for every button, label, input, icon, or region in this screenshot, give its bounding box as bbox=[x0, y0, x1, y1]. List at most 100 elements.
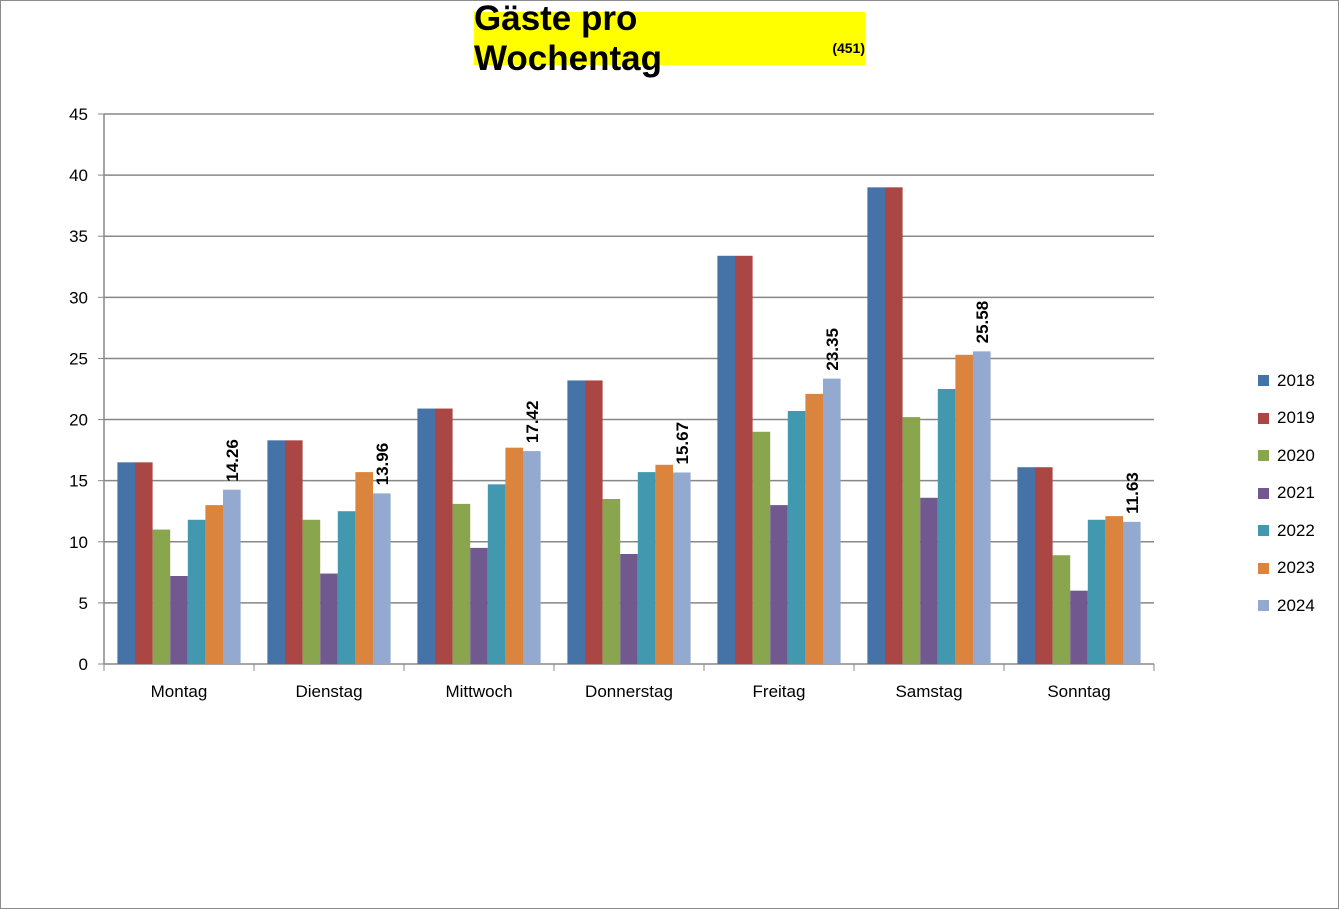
x-tick-label: Samstag bbox=[895, 682, 962, 701]
legend-label: 2020 bbox=[1277, 445, 1315, 465]
bar-2021 bbox=[170, 576, 188, 664]
legend-label: 2022 bbox=[1277, 520, 1315, 540]
bar-2019 bbox=[135, 462, 153, 664]
legend-swatch bbox=[1258, 525, 1269, 537]
legend-swatch bbox=[1258, 562, 1269, 574]
data-label: 13.96 bbox=[373, 443, 392, 486]
legend-label: 2019 bbox=[1277, 408, 1315, 428]
bar-2024 bbox=[373, 493, 391, 664]
y-tick-label: 15 bbox=[69, 472, 88, 491]
x-tick-label: Montag bbox=[151, 682, 208, 701]
bar-2019 bbox=[285, 440, 303, 664]
bar-2019 bbox=[735, 255, 753, 664]
chart-title-count: (451) bbox=[832, 39, 865, 56]
bar-2022 bbox=[937, 389, 956, 664]
bar-2018 bbox=[417, 408, 435, 664]
bar-2020 bbox=[602, 499, 621, 664]
legend-item: 2023 bbox=[1258, 550, 1315, 588]
bar-2024 bbox=[823, 378, 841, 664]
legend-label: 2023 bbox=[1277, 558, 1315, 578]
y-tick-label: 35 bbox=[69, 227, 88, 246]
y-tick-label: 20 bbox=[69, 411, 88, 430]
bar-2022 bbox=[1087, 519, 1106, 664]
data-label: 15.67 bbox=[673, 422, 692, 465]
x-tick-label: Dienstag bbox=[295, 682, 362, 701]
bar-2018 bbox=[867, 187, 885, 665]
bar-2023 bbox=[355, 472, 373, 664]
bar-2021 bbox=[320, 573, 338, 664]
bar-2019 bbox=[585, 380, 603, 664]
y-tick-label: 0 bbox=[79, 655, 88, 674]
chart-title-text: Gäste pro Wochentag bbox=[474, 0, 662, 78]
legend-item: 2021 bbox=[1258, 475, 1315, 513]
data-label: 23.35 bbox=[823, 328, 842, 371]
bar-2024 bbox=[223, 489, 241, 664]
bar-2018 bbox=[1017, 467, 1035, 664]
data-label: 17.42 bbox=[523, 401, 542, 444]
y-tick-label: 30 bbox=[69, 288, 88, 307]
bar-2024 bbox=[1123, 521, 1141, 664]
legend-label: 2018 bbox=[1277, 370, 1315, 390]
bar-2021 bbox=[920, 497, 938, 664]
legend-item: 2018 bbox=[1258, 362, 1315, 400]
legend-swatch bbox=[1258, 487, 1269, 499]
bar-2023 bbox=[1105, 516, 1123, 664]
legend-item: 2024 bbox=[1258, 587, 1315, 625]
legend-label: 2024 bbox=[1277, 595, 1315, 615]
bar-2022 bbox=[187, 519, 206, 664]
bar-2020 bbox=[452, 503, 471, 664]
bar-2022 bbox=[637, 472, 656, 664]
y-tick-label: 10 bbox=[69, 533, 88, 552]
chart-legend: 2018 2019 2020 2021 2022 2023 2024 bbox=[1258, 362, 1315, 625]
bar-2019 bbox=[885, 187, 903, 665]
bar-2020 bbox=[302, 519, 321, 664]
bar-2020 bbox=[152, 529, 171, 664]
bar-2019 bbox=[435, 408, 453, 664]
bar-2020 bbox=[1052, 555, 1071, 664]
bar-2021 bbox=[770, 505, 788, 664]
bar-2024 bbox=[523, 451, 541, 664]
bar-2018 bbox=[717, 255, 735, 664]
bar-2024 bbox=[673, 472, 691, 664]
bar-2023 bbox=[205, 505, 223, 664]
bar-2023 bbox=[505, 447, 523, 664]
legend-item: 2022 bbox=[1258, 512, 1315, 550]
x-tick-label: Mittwoch bbox=[445, 682, 512, 701]
legend-swatch bbox=[1258, 450, 1269, 462]
x-tick-label: Freitag bbox=[753, 682, 806, 701]
x-tick-label: Sonntag bbox=[1047, 682, 1110, 701]
y-tick-label: 40 bbox=[69, 166, 88, 185]
bar-2023 bbox=[955, 354, 973, 664]
bar-2020 bbox=[752, 431, 771, 664]
bar-2021 bbox=[620, 554, 638, 664]
x-tick-label: Donnerstag bbox=[585, 682, 673, 701]
legend-item: 2020 bbox=[1258, 437, 1315, 475]
bar-2020 bbox=[902, 417, 921, 664]
y-tick-label: 5 bbox=[79, 594, 88, 613]
data-label: 14.26 bbox=[223, 439, 242, 482]
bar-2018 bbox=[567, 380, 585, 664]
chart-title: Gäste pro Wochentag (451) bbox=[474, 0, 865, 78]
legend-label: 2021 bbox=[1277, 483, 1315, 503]
bar-2022 bbox=[337, 511, 356, 664]
y-tick-label: 25 bbox=[69, 349, 88, 368]
y-tick-label: 45 bbox=[69, 105, 88, 124]
legend-swatch bbox=[1258, 375, 1269, 387]
bar-2021 bbox=[470, 547, 488, 664]
bar-2019 bbox=[1035, 467, 1053, 664]
bar-2023 bbox=[805, 393, 823, 664]
bar-2018 bbox=[117, 462, 135, 664]
data-label: 11.63 bbox=[1123, 472, 1142, 514]
bar-2023 bbox=[655, 464, 673, 664]
bar-2022 bbox=[787, 411, 806, 664]
data-label: 25.58 bbox=[973, 301, 992, 344]
legend-swatch bbox=[1258, 600, 1269, 612]
bar-2024 bbox=[973, 351, 991, 664]
legend-item: 2019 bbox=[1258, 400, 1315, 438]
bar-2021 bbox=[1070, 590, 1088, 664]
bar-2018 bbox=[267, 440, 285, 664]
bar-2022 bbox=[487, 484, 506, 664]
legend-swatch bbox=[1258, 412, 1269, 424]
